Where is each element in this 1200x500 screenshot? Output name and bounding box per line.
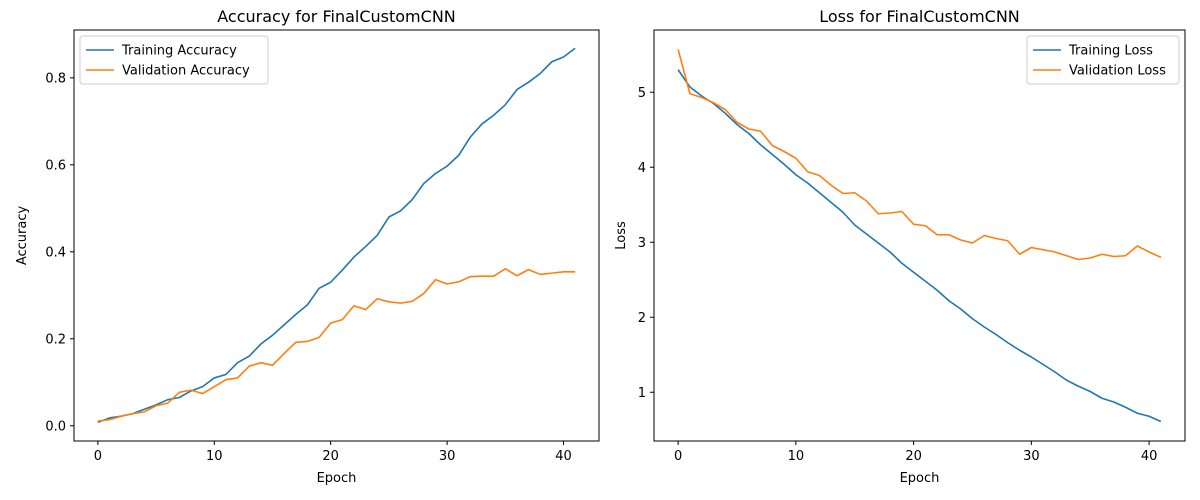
x-tick-label: 40 xyxy=(555,449,572,464)
y-tick-label: 0.2 xyxy=(45,332,66,347)
y-tick-label: 5 xyxy=(638,86,646,101)
y-tick-label: 0.0 xyxy=(45,419,66,434)
series-line-training-accuracy xyxy=(97,47,576,424)
x-tick-label: 20 xyxy=(905,449,922,464)
axes-frame xyxy=(653,29,1186,442)
y-axis-label: Accuracy xyxy=(15,206,30,266)
chart-panel-2: Loss for FinalCustomCNN 0 10 20 30 40 1 2 3 4 5 Epo… xyxy=(614,7,1186,486)
x-tick-label: 30 xyxy=(439,449,456,464)
x-tick-label: 40 xyxy=(1141,449,1158,464)
legend-label: Validation Loss xyxy=(1069,64,1166,79)
chart-title: Accuracy for FinalCustomCNN xyxy=(217,7,456,26)
chart-title: Loss for FinalCustomCNN xyxy=(819,7,1020,26)
y-axis-label: Loss xyxy=(614,221,629,250)
y-tick-label: 0.4 xyxy=(45,245,66,260)
y-tick-label: 1 xyxy=(638,386,646,401)
series-line-validation-loss xyxy=(677,49,1162,261)
axes-frame xyxy=(73,29,600,442)
x-tick-label: 0 xyxy=(674,449,682,464)
y-tick-label: 0.8 xyxy=(45,71,66,86)
series-line-training-loss xyxy=(677,69,1162,423)
legend-label: Validation Accuracy xyxy=(122,64,250,79)
y-tick-label: 3 xyxy=(638,236,646,251)
legend-label: Training Accuracy xyxy=(121,44,237,59)
legend-box xyxy=(79,35,269,85)
x-tick-label: 30 xyxy=(1023,449,1040,464)
legend: Training Accuracy Validation Accuracy xyxy=(79,35,269,85)
x-axis-label: Epoch xyxy=(900,471,940,486)
y-tick-label: 0.6 xyxy=(45,158,66,173)
x-axis-label: Epoch xyxy=(317,471,357,486)
x-tick-label: 10 xyxy=(788,449,805,464)
x-tick-label: 0 xyxy=(94,449,102,464)
y-tick-label: 2 xyxy=(638,311,646,326)
series-line-validation-accuracy xyxy=(97,267,576,422)
x-tick-label: 10 xyxy=(206,449,223,464)
y-tick-label: 4 xyxy=(638,161,646,176)
legend: Training Loss Validation Loss xyxy=(1026,35,1180,85)
legend-label: Training Loss xyxy=(1068,44,1153,59)
legend-box xyxy=(1026,35,1180,85)
chart-panel-1: Accuracy for FinalCustomCNN 0 10 20 30 40 0.0 0… xyxy=(15,7,600,486)
x-tick-label: 20 xyxy=(322,449,339,464)
